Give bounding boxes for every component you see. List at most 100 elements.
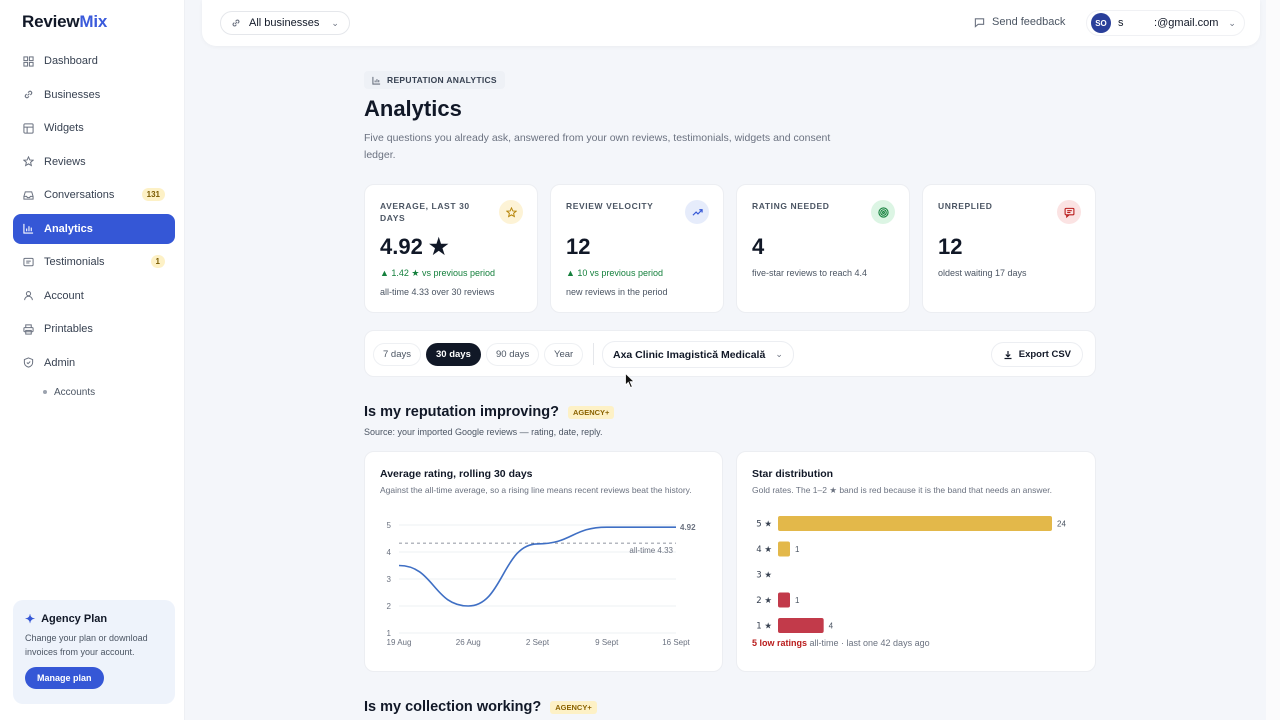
page-description: Five questions you already ask, answered… — [364, 132, 831, 161]
grid-icon — [23, 55, 34, 67]
link-icon — [23, 89, 34, 100]
agency-tag: AGENCY+ — [550, 700, 597, 714]
x-tick-label: 19 Aug — [387, 638, 412, 647]
sidebar-item-label: Printables — [44, 323, 93, 335]
message-icon — [974, 17, 985, 28]
star-category-label: 2 ★ — [756, 596, 772, 606]
mouse-cursor-icon — [625, 373, 635, 389]
inbox-icon — [23, 190, 34, 201]
plan-text: Change your plan or download invoices fr… — [25, 633, 148, 657]
layout-icon — [23, 122, 34, 134]
x-tick-label: 2 Sept — [526, 638, 550, 647]
user-email: s :@gmail.com — [1118, 17, 1219, 29]
sidebar-subitem-accounts[interactable]: Accounts — [13, 381, 175, 403]
business-dropdown-label: Axa Clinic Imagistică Medicală — [613, 348, 766, 361]
business-select[interactable]: All businesses ⌄ — [220, 11, 350, 35]
kpi-subtext: new reviews in the period — [566, 287, 668, 297]
star-bar-chart: 5 ★ 24 4 ★ 1 3 ★ 2 ★ 1 1 ★ 4 — [756, 516, 1066, 633]
count-badge: 131 — [141, 188, 165, 201]
star-card-footer: 5 low ratings all-time · last one 42 day… — [752, 638, 930, 648]
manage-plan-button[interactable]: Manage plan — [25, 667, 104, 689]
y-tick-label: 2 — [387, 602, 392, 611]
sidebar-item-dashboard[interactable]: Dashboard — [13, 46, 175, 76]
range-year[interactable]: Year — [544, 343, 584, 366]
sidebar-nav: Dashboard Businesses Widgets Reviews Convers… — [13, 46, 175, 403]
eyebrow-badge: REPUTATION ANALYTICS — [364, 71, 505, 89]
sidebar-item-label: Conversations — [44, 189, 115, 201]
kpi-average-rating: AVERAGE, LAST 30 DAYS 4.92 ★ ▲ 1.42 ★ vs p… — [364, 184, 538, 313]
user-menu[interactable]: SO s :@gmail.com ⌄ — [1086, 10, 1245, 36]
sidebar-item-label: Account — [44, 289, 84, 302]
printer-icon — [23, 323, 34, 335]
export-csv-button[interactable]: Export CSV — [990, 342, 1083, 367]
sidebar-item-label: Analytics — [44, 222, 93, 235]
rating-line-chart: 1 2 3 4 5 19 Aug 26 Aug 2 Sept 9 Sept 16 Sept all-… — [387, 521, 697, 647]
x-tick-label: 16 Sept — [662, 638, 690, 647]
sidebar-item-admin[interactable]: Admin — [13, 348, 175, 378]
section-source: Source: your imported Google reviews — r… — [364, 427, 603, 437]
star-bar — [778, 541, 790, 557]
kpi-label: AVERAGE, LAST 30 DAYS — [380, 201, 470, 223]
scrollbar[interactable] — [1266, 0, 1280, 720]
sidebar-item-label: Admin — [44, 356, 76, 369]
bullet-icon — [43, 390, 47, 394]
shield-icon — [23, 357, 34, 368]
low-ratings-note: all-time · last one 42 days ago — [807, 638, 930, 648]
kpi-trend: ▲ 1.42 ★ vs previous period — [380, 268, 496, 278]
star-icon — [23, 156, 34, 167]
star-distribution-card: Star distribution Gold rates. The 1–2 ★ … — [736, 451, 1096, 672]
count-badge: 1 — [150, 255, 165, 268]
star-card-title: Star distribution — [752, 468, 834, 480]
star-bar — [778, 592, 790, 608]
download-icon — [1003, 350, 1013, 360]
agency-tag: AGENCY+ — [567, 405, 615, 419]
sidebar-item-conversations[interactable]: Conversations 131 — [13, 180, 175, 210]
kpi-subtext: all-time 4.33 over 30 reviews — [380, 287, 495, 297]
quote-icon — [23, 257, 34, 268]
brand-logo[interactable]: ReviewMix — [22, 12, 108, 31]
business-dropdown[interactable]: Axa Clinic Imagistică Medicală ⌄ — [602, 341, 794, 368]
sidebar-item-account[interactable]: Account — [13, 281, 175, 311]
kpi-value: 12 — [938, 234, 963, 259]
sidebar-item-widgets[interactable]: Widgets — [13, 113, 175, 143]
star-card-subtitle: Gold rates. The 1–2 ★ band is red becaus… — [752, 485, 1052, 495]
filter-bar: Axa Clinic Imagistică Medicală ⌄ Export … — [364, 330, 1096, 377]
plan-card: ✦ Agency Plan Change your plan or downloa… — [13, 600, 175, 704]
sidebar-item-label: Testimonials — [44, 256, 105, 268]
range-7-days[interactable]: 7 days — [373, 343, 421, 366]
kpi-value: 12 — [566, 234, 591, 259]
send-feedback-link[interactable]: Send feedback — [974, 16, 1065, 28]
sidebar-item-testimonials[interactable]: Testimonials 1 — [13, 247, 175, 277]
kpi-label: UNREPLIED — [938, 201, 993, 211]
star-icon — [499, 200, 523, 224]
sidebar-item-reviews[interactable]: Reviews — [13, 147, 175, 177]
chevron-down-icon: ⌄ — [331, 17, 339, 28]
bar-chart-icon — [23, 223, 34, 234]
y-tick-label: 4 — [387, 548, 392, 557]
sidebar-item-printables[interactable]: Printables — [13, 314, 175, 344]
end-value-label: 4.92 — [680, 523, 696, 532]
kpi-subtext: oldest waiting 17 days — [938, 268, 1027, 278]
kpi-value: 4 — [752, 234, 765, 259]
star-category-label: 4 ★ — [756, 545, 772, 555]
star-category-label: 3 ★ — [756, 571, 772, 581]
range-90-days[interactable]: 90 days — [486, 343, 540, 366]
message-icon — [1057, 200, 1081, 224]
range-30-days[interactable]: 30 days — [426, 343, 481, 366]
rating-series-line — [398, 526, 676, 607]
kpi-trend: ▲ 10 vs previous period — [566, 268, 663, 278]
sidebar-item-businesses[interactable]: Businesses — [13, 80, 175, 110]
rating-card: Average rating, rolling 30 days Against … — [364, 451, 723, 672]
x-tick-label: 26 Aug — [456, 638, 481, 647]
kpi-label: REVIEW VELOCITY — [566, 201, 654, 211]
target-icon — [871, 200, 895, 224]
x-tick-label: 9 Sept — [595, 638, 619, 647]
sidebar-item-label: Reviews — [44, 155, 86, 168]
sidebar-item-analytics[interactable]: Analytics — [13, 213, 175, 244]
kpi-row: AVERAGE, LAST 30 DAYS 4.92 ★ ▲ 1.42 ★ vs p… — [364, 184, 1096, 313]
kpi-value: 4.92 ★ — [380, 234, 449, 259]
y-tick-label: 3 — [387, 575, 392, 584]
topbar: All businesses ⌄ Send feedback SO s :@gm… — [202, 0, 1260, 46]
sidebar-item-label: Dashboard — [44, 55, 98, 67]
star-bar-value: 1 — [795, 545, 800, 554]
